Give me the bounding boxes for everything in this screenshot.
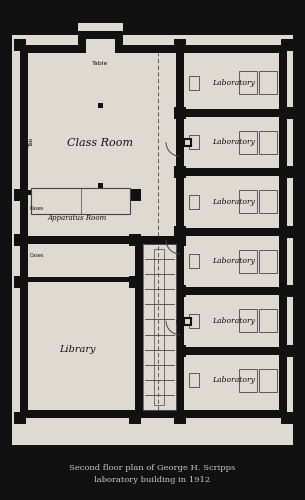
Text: Second floor plan of George H. Scripps: Second floor plan of George H. Scripps xyxy=(69,464,235,472)
Bar xyxy=(281,106,293,118)
Bar xyxy=(129,276,141,288)
Text: Laboratory: Laboratory xyxy=(212,138,255,146)
Text: laboratory building in 1912: laboratory building in 1912 xyxy=(94,476,210,484)
Bar xyxy=(189,194,199,209)
Bar xyxy=(98,182,103,188)
Bar xyxy=(259,190,277,214)
Bar xyxy=(174,344,186,356)
Bar xyxy=(180,108,279,116)
Text: Laboratory: Laboratory xyxy=(212,317,255,325)
Bar xyxy=(115,31,123,53)
Bar xyxy=(180,228,279,235)
Bar xyxy=(143,244,176,410)
Bar xyxy=(180,168,279,176)
Bar xyxy=(28,190,135,195)
Bar xyxy=(259,130,277,154)
Bar xyxy=(180,287,279,295)
Bar xyxy=(189,254,199,268)
Bar xyxy=(174,106,186,118)
Text: Laboratory: Laboratory xyxy=(212,257,255,265)
Bar xyxy=(31,188,130,214)
Bar xyxy=(14,189,26,201)
Text: Tab: Tab xyxy=(29,138,34,147)
Bar xyxy=(129,234,141,246)
Bar xyxy=(176,45,184,418)
Bar xyxy=(189,373,199,388)
Bar xyxy=(174,412,186,424)
Bar xyxy=(281,285,293,297)
Text: Laboratory: Laboratory xyxy=(212,78,255,87)
Bar xyxy=(78,31,123,53)
Text: Library: Library xyxy=(59,346,96,354)
Bar xyxy=(259,250,277,273)
Bar xyxy=(259,71,277,94)
Bar xyxy=(281,344,293,356)
Bar xyxy=(28,277,135,282)
Bar xyxy=(281,226,293,237)
Bar xyxy=(239,190,257,214)
Bar xyxy=(174,234,186,246)
Bar xyxy=(12,35,293,445)
Bar xyxy=(28,53,279,410)
Bar xyxy=(129,412,141,424)
Text: Apparatus Room: Apparatus Room xyxy=(48,214,107,222)
Bar xyxy=(174,166,186,178)
Bar xyxy=(177,318,183,324)
Bar xyxy=(14,39,26,51)
Bar xyxy=(184,318,191,325)
Bar xyxy=(189,76,199,90)
Bar xyxy=(281,166,293,178)
Bar xyxy=(174,285,186,297)
Bar xyxy=(239,71,257,94)
Bar xyxy=(180,346,279,354)
Bar xyxy=(189,314,199,328)
Bar xyxy=(174,226,186,237)
Bar xyxy=(184,139,191,146)
Bar xyxy=(78,31,86,53)
Bar xyxy=(78,23,123,53)
Bar xyxy=(129,189,141,201)
Bar xyxy=(259,309,277,332)
Text: Cases: Cases xyxy=(30,254,44,258)
Bar xyxy=(281,412,293,424)
Bar xyxy=(239,309,257,332)
Bar xyxy=(20,45,180,53)
Bar xyxy=(239,250,257,273)
Bar xyxy=(98,102,103,108)
Bar xyxy=(239,368,257,392)
Bar xyxy=(281,39,293,51)
Bar xyxy=(154,249,164,405)
Bar xyxy=(14,412,26,424)
Bar xyxy=(14,276,26,288)
Bar xyxy=(20,410,287,418)
Bar xyxy=(180,45,287,53)
Bar xyxy=(78,31,123,39)
Bar xyxy=(177,237,183,243)
Bar xyxy=(20,45,28,418)
Bar xyxy=(189,135,199,150)
Bar xyxy=(174,39,186,51)
Text: Table: Table xyxy=(92,61,108,66)
Bar xyxy=(177,139,183,145)
Bar xyxy=(279,45,287,418)
Bar xyxy=(135,240,143,418)
Bar xyxy=(239,130,257,154)
Text: Laboratory: Laboratory xyxy=(212,376,255,384)
Bar xyxy=(86,39,115,53)
Bar xyxy=(20,236,180,244)
Bar xyxy=(259,368,277,392)
Text: Class Room: Class Room xyxy=(67,138,133,147)
Text: Laboratory: Laboratory xyxy=(212,198,255,206)
Bar xyxy=(14,234,26,246)
Text: Cases: Cases xyxy=(30,206,44,211)
